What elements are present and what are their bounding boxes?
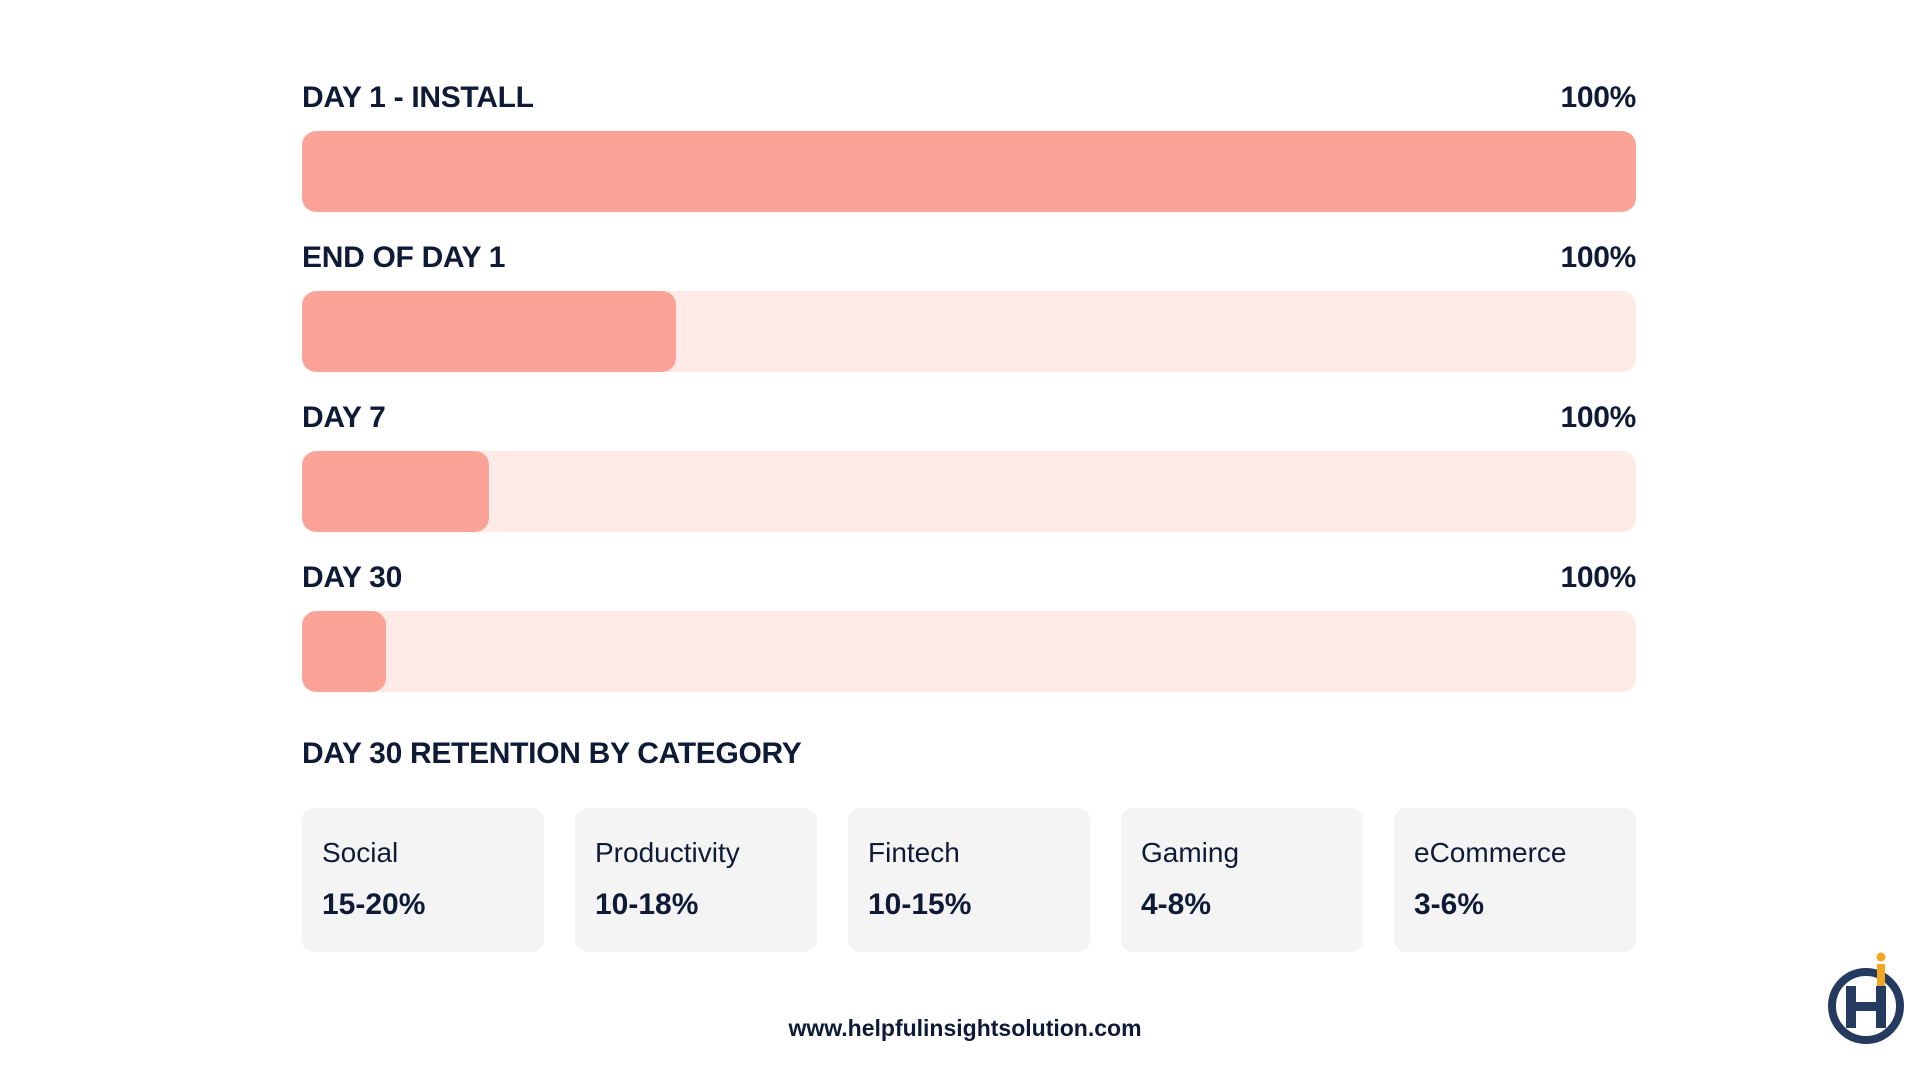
bar-label: DAY 7 [302,401,386,434]
category-value: 4-8% [1141,888,1212,921]
logo-i-dot [1876,952,1886,962]
bar-fill [302,291,676,372]
bar-row: DAY 30 100% [302,552,1636,692]
bar-label: DAY 1 - INSTALL [302,81,534,114]
bar-track [302,291,1636,372]
category-name: eCommerce [1414,837,1567,868]
bar-row: DAY 7 100% [302,392,1636,532]
bar-value-label: 100% [1560,81,1636,114]
category-value: 3-6% [1414,888,1485,921]
logo-i-stem [1877,964,1885,986]
hi-logo-icon [1828,952,1904,1044]
bar-fill [302,611,387,692]
bar-label: DAY 30 [302,561,402,594]
bar-value-label: 100% [1560,561,1636,594]
retention-chart: DAY 1 - INSTALL 100% END OF DAY 1 100% D… [302,72,1636,952]
category-card: Fintech 10-15% [848,808,1090,952]
bar-track [302,611,1636,692]
logo-h-bar [1846,1002,1886,1011]
bar-fill [302,451,489,532]
bar-label: END OF DAY 1 [302,241,506,274]
category-value: 10-15% [868,888,972,921]
category-cards: Social 15-20% Productivity 10-18% Fintec… [302,808,1636,952]
bar-value-label: 100% [1560,401,1636,434]
category-card: Productivity 10-18% [575,808,817,952]
category-name: Social [322,837,399,868]
category-value: 15-20% [322,888,426,921]
bar-row: END OF DAY 1 100% [302,232,1636,372]
bar-track [302,131,1636,212]
category-name: Gaming [1141,837,1240,868]
category-card: Gaming 4-8% [1121,808,1363,952]
category-card: eCommerce 3-6% [1394,808,1636,952]
category-card: Social 15-20% [302,808,544,952]
footer-url[interactable]: www.helpfulinsightsolution.com [788,1015,1142,1041]
bar-track [302,451,1636,532]
bar-value-label: 100% [1560,241,1636,274]
category-value: 10-18% [595,888,699,921]
logo-ring [1828,968,1904,1044]
category-name: Productivity [595,837,740,868]
section-title: DAY 30 RETENTION BY CATEGORY [302,737,802,770]
category-name: Fintech [868,837,960,868]
bar-row: DAY 1 - INSTALL 100% [302,72,1636,212]
bar-fill [302,131,1636,212]
